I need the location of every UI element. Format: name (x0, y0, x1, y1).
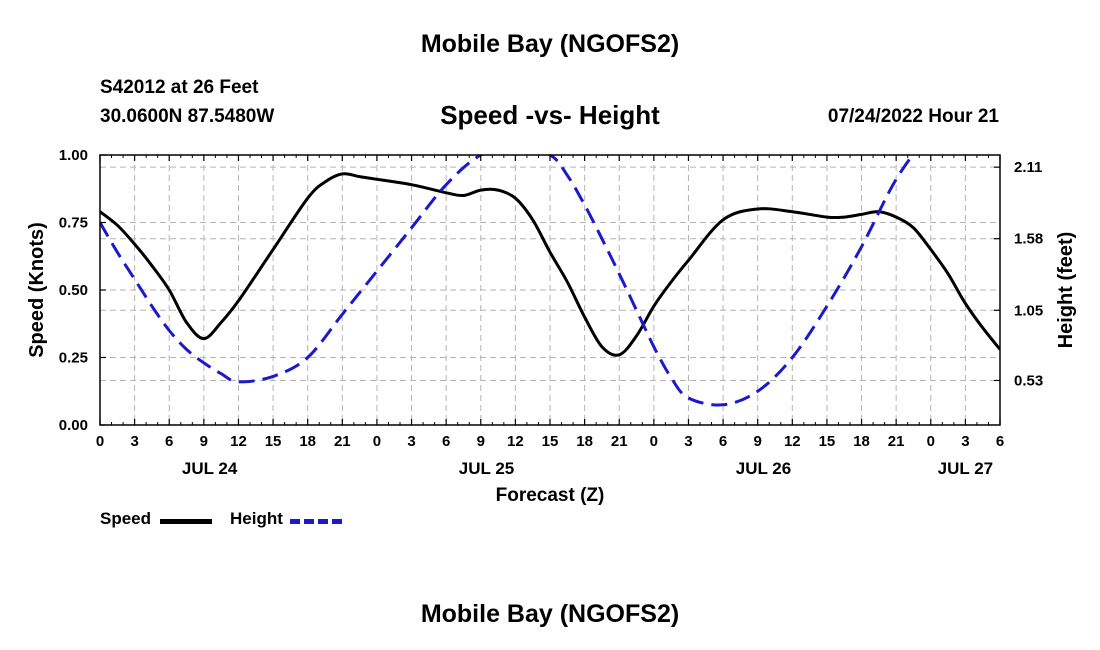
x-tick-label: 9 (200, 433, 208, 450)
date-label: JUL 27 (938, 459, 993, 478)
chart-subtitle: Speed -vs- Height (440, 100, 660, 130)
x-tick-label: 0 (96, 433, 104, 450)
series-line-height (100, 155, 915, 407)
coordinates-label: 30.0600N 87.5480W (100, 106, 275, 127)
x-tick-label: 0 (650, 433, 658, 450)
x-tick-label: 21 (611, 433, 628, 450)
y2-axis-title: Height (feet) (1055, 232, 1077, 349)
x-tick-label: 3 (961, 433, 969, 450)
legend-height-swatch (290, 519, 342, 524)
x-axis-title: Forecast (Z) (496, 485, 605, 506)
x-tick-label: 0 (373, 433, 381, 450)
x-tick-label: 9 (754, 433, 762, 450)
y-tick-label: 0.50 (59, 282, 88, 299)
x-tick-label: 18 (853, 433, 870, 450)
x-tick-label: 6 (165, 433, 173, 450)
axes: 0 3 6 9 12 15 18 21 0 3 6 9 12 15 18 21 0 3 6 9 12 15 18 21 0 3 6J… (26, 147, 1077, 506)
grid (100, 155, 1000, 425)
x-tick-label: 21 (334, 433, 351, 450)
legend-height-label: Height (230, 509, 283, 528)
legend-speed-swatch (160, 519, 212, 524)
x-tick-label: 3 (684, 433, 692, 450)
date-label: JUL 25 (459, 459, 514, 478)
x-tick-label: 15 (265, 433, 282, 450)
y-tick-label: 0.75 (59, 215, 88, 232)
x-tick-label: 6 (442, 433, 450, 450)
x-tick-label: 3 (130, 433, 138, 450)
legend-speed-label: Speed (100, 509, 152, 528)
date-label: JUL 26 (736, 459, 791, 478)
y-tick-label: 0.00 (59, 417, 88, 434)
x-tick-label: 12 (784, 433, 801, 450)
chart-title: Mobile Bay (NGOFS2) (420, 30, 680, 58)
y-tick-label: 0.25 (59, 350, 88, 367)
date-label: JUL 24 (182, 459, 238, 478)
x-tick-label: 15 (819, 433, 836, 450)
y-axis-title: Speed (Knots) (26, 222, 48, 358)
station-label: S42012 at 26 Feet (100, 77, 259, 98)
x-tick-label: 6 (719, 433, 727, 450)
x-tick-label: 12 (230, 433, 247, 450)
x-tick-label: 0 (927, 433, 935, 450)
series-line-speed (100, 172, 1000, 357)
x-tick-label: 18 (299, 433, 316, 450)
footer-title: Mobile Bay (NGOFS2) (420, 600, 680, 628)
x-tick-label: 9 (477, 433, 485, 450)
x-tick-label: 18 (576, 433, 593, 450)
y-tick-label: 1.00 (59, 147, 88, 164)
y2-tick-label: 1.05 (1014, 302, 1043, 319)
forecast-date: 07/24/2022 Hour 21 (827, 106, 999, 127)
y2-tick-label: 2.11 (1014, 159, 1042, 176)
x-tick-label: 3 (407, 433, 415, 450)
x-tick-label: 15 (542, 433, 559, 450)
x-tick-label: 6 (996, 433, 1004, 450)
y2-tick-label: 0.53 (1014, 372, 1043, 389)
series-layer (100, 155, 1000, 407)
y2-tick-label: 1.58 (1014, 231, 1043, 248)
x-tick-label: 12 (507, 433, 524, 450)
x-tick-label: 21 (888, 433, 905, 450)
